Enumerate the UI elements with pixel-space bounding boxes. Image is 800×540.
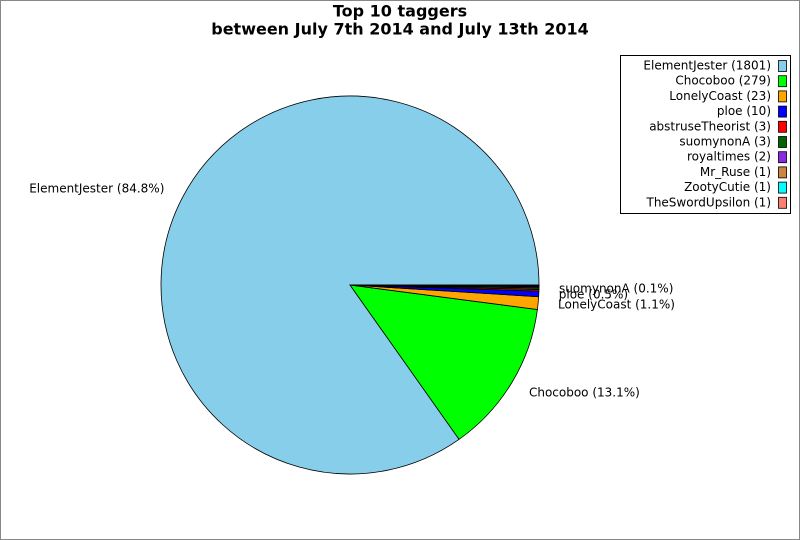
legend-label: ZootyCutie (1) (684, 180, 771, 194)
slice-label: ElementJester (84.8%) (29, 181, 164, 195)
legend-box (620, 55, 791, 214)
legend-swatch (778, 60, 787, 72)
legend-label: Mr_Ruse (1) (700, 165, 771, 179)
legend-label: abstruseTheorist (3) (649, 119, 771, 133)
legend-swatch (778, 120, 787, 133)
legend-swatch (778, 136, 787, 148)
legend-label: ElementJester (1801) (643, 59, 771, 73)
slice-label: ploe (0.5%) (559, 287, 628, 301)
legend-swatch (778, 196, 787, 209)
legend-label: royaltimes (2) (687, 150, 771, 164)
slice-label: LonelyCoast (1.1%) (558, 298, 675, 312)
legend-swatch (778, 75, 787, 88)
slice-label: suomynonA (0.1%) (559, 282, 673, 296)
chart-title: Top 10 taggers (333, 2, 467, 21)
pie-slice (349, 284, 538, 440)
legend-label: suomynonA (3) (679, 135, 771, 149)
slice-label: Chocoboo (13.1%) (529, 385, 640, 399)
legend-label: ploe (10) (717, 104, 771, 118)
legend-label: TheSwordUpsilon (1) (645, 195, 771, 209)
legend-label: Chocoboo (279) (675, 74, 771, 88)
legend-label: LonelyCoast (23) (669, 89, 771, 103)
legend-swatch (778, 105, 787, 118)
legend-swatch (778, 181, 787, 194)
chart-subtitle: between July 7th 2014 and July 13th 2014 (211, 20, 589, 39)
legend-swatch (778, 90, 787, 103)
pie-slice (349, 284, 540, 286)
legend-swatch (778, 166, 787, 179)
legend-swatch (778, 151, 787, 164)
